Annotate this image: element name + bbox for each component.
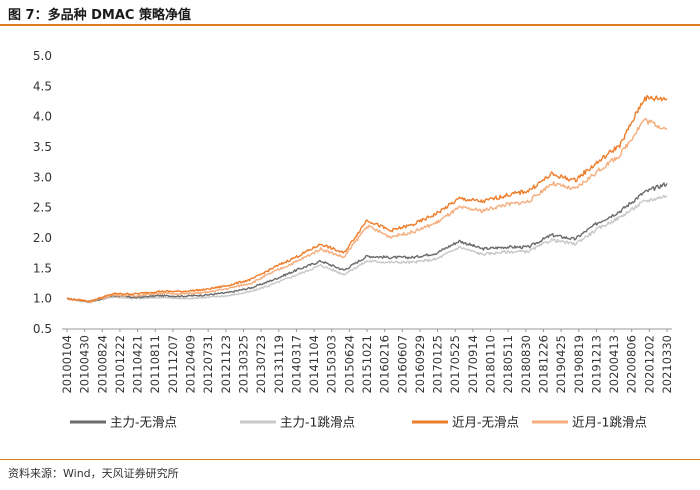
x-tick-label: 20100104 <box>60 335 74 394</box>
x-tick-label: 20100824 <box>95 335 109 394</box>
x-tick-label: 20191213 <box>589 335 603 394</box>
x-tick-label: 20201202 <box>642 335 656 394</box>
x-tick-label: 20111207 <box>166 335 180 394</box>
y-tick-label: 2.5 <box>33 201 52 215</box>
series-line-1 <box>66 182 668 303</box>
series-line-2 <box>66 194 668 304</box>
x-tick-label: 20200413 <box>607 335 621 394</box>
y-tick-label: 4.5 <box>33 79 52 93</box>
x-tick-label: 20160607 <box>395 335 409 394</box>
x-tick-label: 20130723 <box>254 335 268 394</box>
y-tick-label: 3.0 <box>33 170 52 184</box>
x-tick-label: 20141104 <box>307 335 321 394</box>
x-tick-label: 20150624 <box>342 335 356 394</box>
x-tick-label: 20121123 <box>219 335 233 394</box>
y-tick-label: 5.0 <box>33 49 52 63</box>
x-tick-label: 20180511 <box>501 335 515 394</box>
title-divider <box>0 24 700 26</box>
x-tick-label: 20170125 <box>431 335 445 394</box>
x-tick-label: 20180830 <box>519 335 533 394</box>
x-tick-label: 20101222 <box>113 335 127 394</box>
x-tick-label: 20181226 <box>536 335 550 394</box>
x-tick-label: 20130325 <box>236 335 250 394</box>
legend-label: 近月-无滑点 <box>452 415 519 430</box>
y-tick-label: 3.5 <box>33 140 52 154</box>
x-tick-label: 20200806 <box>625 335 639 394</box>
x-tick-label: 20160929 <box>413 335 427 394</box>
y-tick-label: 1.5 <box>33 261 52 275</box>
legend-label: 近月-1跳滑点 <box>572 415 647 430</box>
x-tick-label: 20100430 <box>78 335 92 394</box>
x-tick-label: 20110811 <box>148 335 162 394</box>
x-tick-label: 20140317 <box>289 335 303 394</box>
x-tick-label: 20131119 <box>272 335 286 394</box>
y-tick-label: 2.0 <box>33 231 52 245</box>
source-divider <box>0 459 700 460</box>
x-tick-label: 20170914 <box>466 335 480 394</box>
legend-label: 主力-无滑点 <box>110 415 177 430</box>
y-tick-label: 0.5 <box>33 322 52 336</box>
x-tick-label: 20120731 <box>201 335 215 394</box>
x-tick-label: 20150303 <box>325 335 339 394</box>
source-note: 资料来源：Wind，天风证券研究所 <box>8 467 179 480</box>
legend-label: 主力-1跳滑点 <box>280 415 355 430</box>
figure-title: 图 7：多品种 DMAC 策略净值 <box>8 8 191 23</box>
series-line-4 <box>66 118 668 304</box>
x-tick-label: 20180110 <box>484 335 498 394</box>
x-tick-label: 20151021 <box>360 335 374 394</box>
series-line-3 <box>66 95 668 303</box>
x-tick-label: 20210330 <box>660 335 674 394</box>
x-tick-label: 20120409 <box>184 335 198 394</box>
x-tick-label: 20170525 <box>448 335 462 394</box>
y-tick-label: 4.0 <box>33 110 52 124</box>
x-tick-label: 20160216 <box>378 335 392 394</box>
line-chart: 5.0 4.5 4.0 3.5 3.0 2.5 2.0 1.5 1.0 0.5 20100104 20… <box>33 49 674 430</box>
x-tick-label: 20190425 <box>554 335 568 394</box>
y-tick-label: 1.0 <box>33 292 52 306</box>
x-tick-label: 20190819 <box>572 335 586 394</box>
x-tick-label: 20110421 <box>131 335 145 394</box>
